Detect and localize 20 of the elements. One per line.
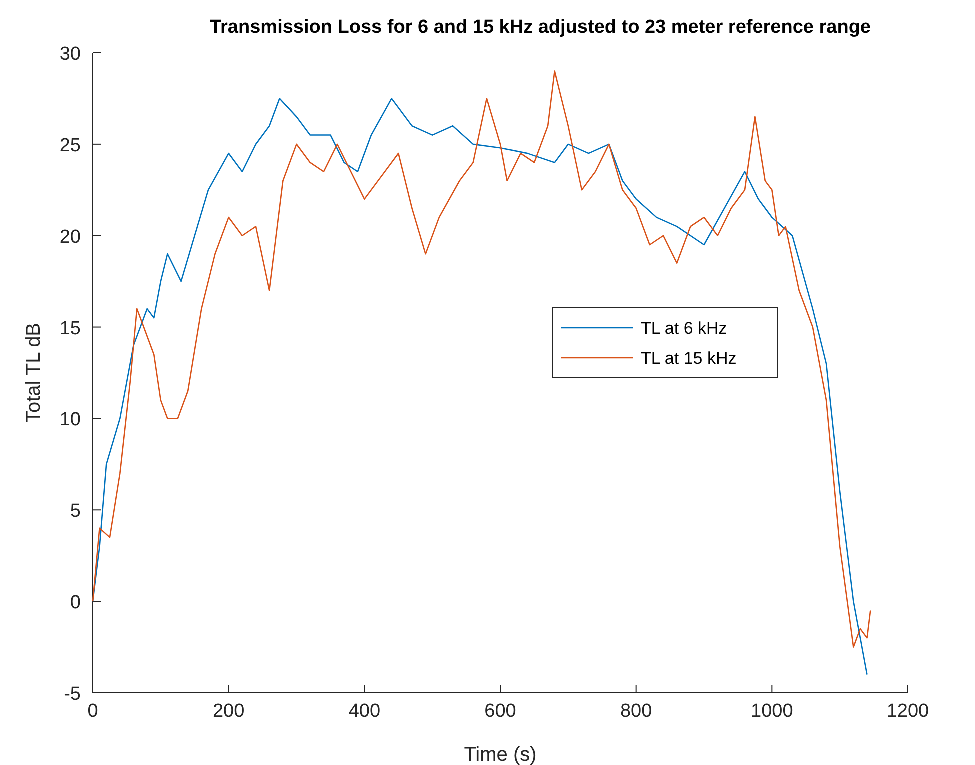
y-axis-title: Total TL dB — [23, 322, 45, 424]
y-tick-label: 25 — [60, 135, 81, 156]
x-axis-title: Time (s) — [464, 744, 537, 765]
x-tick-label: 200 — [212, 701, 245, 722]
y-tick-label: 30 — [60, 44, 81, 65]
y-tick-label: 0 — [70, 592, 81, 614]
y-tick-label: -5 — [64, 684, 81, 705]
y-tick-label: 20 — [60, 226, 81, 248]
x-tick-label: 800 — [620, 701, 652, 722]
x-tick-label: 0 — [88, 701, 98, 722]
legend-label: TL at 15 kHz — [641, 349, 737, 368]
y-tick-label: 15 — [60, 318, 81, 340]
y-tick-label: 5 — [70, 501, 81, 522]
legend-label: TL at 6 kHz — [641, 319, 728, 338]
x-tick-label: 600 — [484, 701, 516, 722]
x-tick-label: 1000 — [751, 701, 794, 722]
x-tick-label: 1200 — [886, 701, 930, 722]
y-tick-label: 10 — [60, 410, 81, 431]
x-tick-label: 400 — [348, 701, 381, 722]
chart-title: Transmission Loss for 6 and 15 kHz adjusted to 23 meter reference range — [210, 17, 872, 38]
